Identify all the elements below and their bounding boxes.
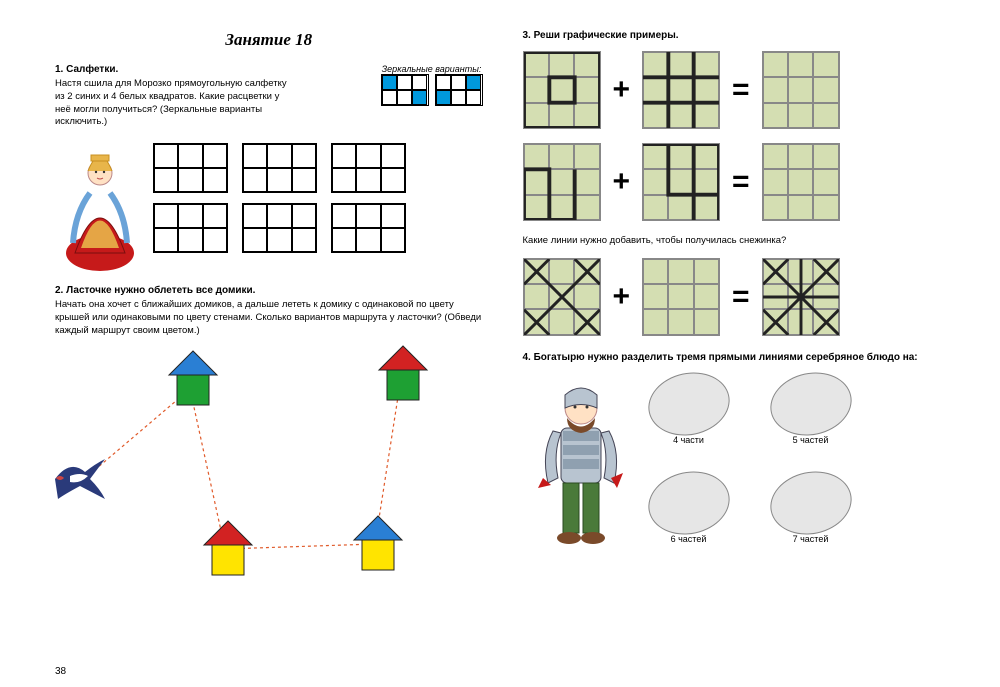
plate-label: 6 частей xyxy=(648,534,730,544)
task3-subtext: Какие линии нужно добавить, чтобы получи… xyxy=(523,235,951,248)
page-number: 38 xyxy=(55,666,66,677)
knight-illustration xyxy=(523,373,638,553)
plate-ellipse xyxy=(764,464,857,542)
plate-label: 5 частей xyxy=(770,435,852,445)
task2-head: 2. Ласточке нужно облететь все домики. xyxy=(55,285,483,296)
plate-ellipse xyxy=(642,464,735,542)
plate-label: 7 частей xyxy=(770,534,852,544)
plate-ellipse xyxy=(642,365,735,443)
eq-row-1: + = xyxy=(523,51,951,129)
eq-row-2: + = xyxy=(523,143,951,221)
plates-grid: 4 части 5 частей 6 частей 7 частей xyxy=(648,373,852,553)
task1-text: Настя сшила для Морозко прямоугольную са… xyxy=(55,78,295,129)
house-icon xyxy=(165,349,221,409)
page-right: 3. Реши графические примеры. + = + = Как… xyxy=(523,30,951,667)
princess-illustration xyxy=(55,143,145,273)
house-icon xyxy=(375,344,431,404)
task1-head: 1. Салфетки. xyxy=(55,64,295,75)
houses-area xyxy=(55,344,483,584)
task2-text: Начать она хочет с ближайших домиков, а … xyxy=(55,299,483,337)
mirror-label: Зеркальные варианты: xyxy=(381,64,483,74)
task1: 1. Салфетки. Настя сшила для Морозко пря… xyxy=(55,64,483,135)
task3-head: 3. Реши графические примеры. xyxy=(523,30,951,41)
task2: 2. Ласточке нужно облететь все домики. Н… xyxy=(55,285,483,583)
lesson-title: Занятие 18 xyxy=(55,30,483,50)
page-left: Занятие 18 1. Салфетки. Настя сшила для … xyxy=(55,30,483,667)
house-icon xyxy=(200,519,256,579)
swallow-icon xyxy=(50,454,110,504)
eq-row-3: + = xyxy=(523,258,951,336)
plate-label: 4 части xyxy=(648,435,730,445)
plate-ellipse xyxy=(764,365,857,443)
task4-head: 4. Богатырю нужно разделить тремя прямым… xyxy=(523,352,951,363)
plus-icon: + xyxy=(613,73,631,107)
mirror-examples xyxy=(381,74,483,106)
house-icon xyxy=(350,514,406,574)
equals-icon: = xyxy=(732,73,750,107)
